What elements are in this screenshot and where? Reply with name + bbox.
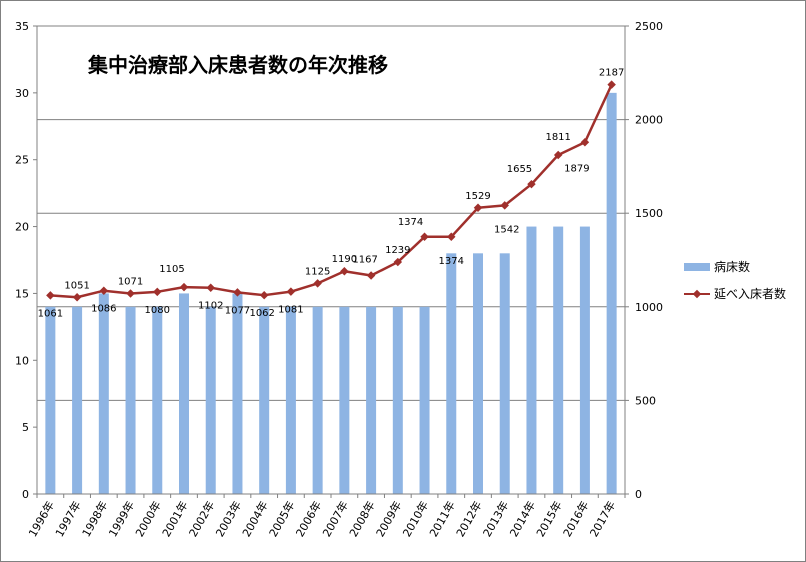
- tick-label-left: 25: [15, 154, 29, 167]
- legend-label-bar: 病床数: [714, 259, 750, 274]
- bar: [98, 293, 109, 494]
- bar: [205, 306, 216, 494]
- data-label: 1062: [249, 308, 274, 319]
- chart-title: 集中治療部入床患者数の年次推移: [87, 53, 388, 77]
- tick-label-left: 30: [15, 87, 29, 100]
- bar: [259, 306, 270, 494]
- bar: [499, 253, 510, 494]
- point: [179, 282, 189, 292]
- data-label: 1125: [305, 266, 330, 277]
- data-label: 1071: [118, 277, 143, 288]
- tick-label-left: 10: [15, 354, 29, 367]
- data-label: 1080: [145, 305, 170, 316]
- point: [447, 232, 456, 242]
- point: [420, 232, 429, 242]
- data-label: 1061: [38, 308, 63, 319]
- legend-swatch-bar: [684, 263, 710, 271]
- data-label: 1374: [439, 256, 464, 267]
- point: [206, 283, 215, 292]
- point: [72, 293, 82, 302]
- bar: [446, 253, 457, 494]
- line-series: [46, 80, 616, 302]
- data-label: 1167: [352, 255, 377, 266]
- data-label: 1105: [159, 264, 184, 275]
- tick-label-right: 0: [635, 488, 642, 501]
- bar: [152, 306, 163, 494]
- legend-label-line: 延べ入床者数: [714, 286, 786, 301]
- bar: [579, 226, 590, 495]
- tick-label-right: 2000: [635, 114, 663, 127]
- legend-marker-line: [692, 289, 702, 299]
- tick-label-left: 35: [15, 20, 29, 33]
- bar: [553, 226, 564, 495]
- tick-label-right: 2500: [635, 20, 663, 33]
- point: [286, 287, 296, 296]
- tick-label-right: 1500: [635, 207, 663, 220]
- bar: [366, 306, 377, 494]
- data-label: 1081: [278, 305, 303, 316]
- data-label: 1239: [385, 245, 410, 256]
- bar: [125, 306, 136, 494]
- bar: [339, 306, 350, 494]
- data-label: 1529: [465, 191, 490, 202]
- point: [313, 279, 322, 288]
- point: [340, 266, 349, 276]
- bar: [419, 306, 430, 494]
- tick-label-left: 5: [22, 421, 29, 434]
- data-label: 1542: [494, 224, 519, 235]
- data-label: 1655: [507, 164, 532, 175]
- tick-label-right: 1000: [635, 301, 663, 314]
- data-label: 2187: [599, 68, 624, 79]
- data-label: 1051: [64, 280, 89, 291]
- axes: [33, 25, 629, 498]
- data-labels: 1061 1051 1086 1071 1080 1105 1102 1077 1062 1081…: [38, 68, 625, 320]
- bar-series: [45, 92, 617, 495]
- point: [259, 290, 269, 300]
- bar: [72, 306, 83, 494]
- data-label: 1086: [91, 304, 116, 315]
- series-line: [50, 84, 613, 299]
- bar: [232, 293, 243, 494]
- bar: [45, 306, 56, 494]
- bar: [526, 226, 537, 495]
- point: [366, 271, 376, 280]
- point: [99, 286, 109, 295]
- bar: [473, 253, 483, 494]
- bar: [312, 306, 323, 494]
- tick-label-left: 15: [15, 287, 29, 300]
- point: [473, 203, 483, 213]
- tick-label-left: 20: [15, 221, 29, 234]
- bar: [285, 306, 296, 494]
- bar: [606, 92, 617, 494]
- point: [500, 201, 509, 210]
- data-label: 1374: [398, 217, 423, 228]
- data-label: 1102: [198, 301, 223, 312]
- data-label: 1811: [545, 132, 570, 143]
- point: [393, 257, 403, 267]
- point: [126, 289, 135, 298]
- bar: [179, 293, 189, 494]
- bar: [392, 306, 403, 494]
- legend: 病床数 延べ入床者数: [684, 259, 786, 301]
- point: [233, 288, 242, 297]
- data-label: 1190: [332, 254, 357, 265]
- tick-label-left: 0: [22, 488, 29, 501]
- data-label: 1879: [564, 163, 589, 174]
- data-label: 1077: [225, 305, 250, 316]
- tick-label-right: 500: [635, 394, 656, 407]
- point: [46, 291, 55, 300]
- point: [153, 287, 162, 297]
